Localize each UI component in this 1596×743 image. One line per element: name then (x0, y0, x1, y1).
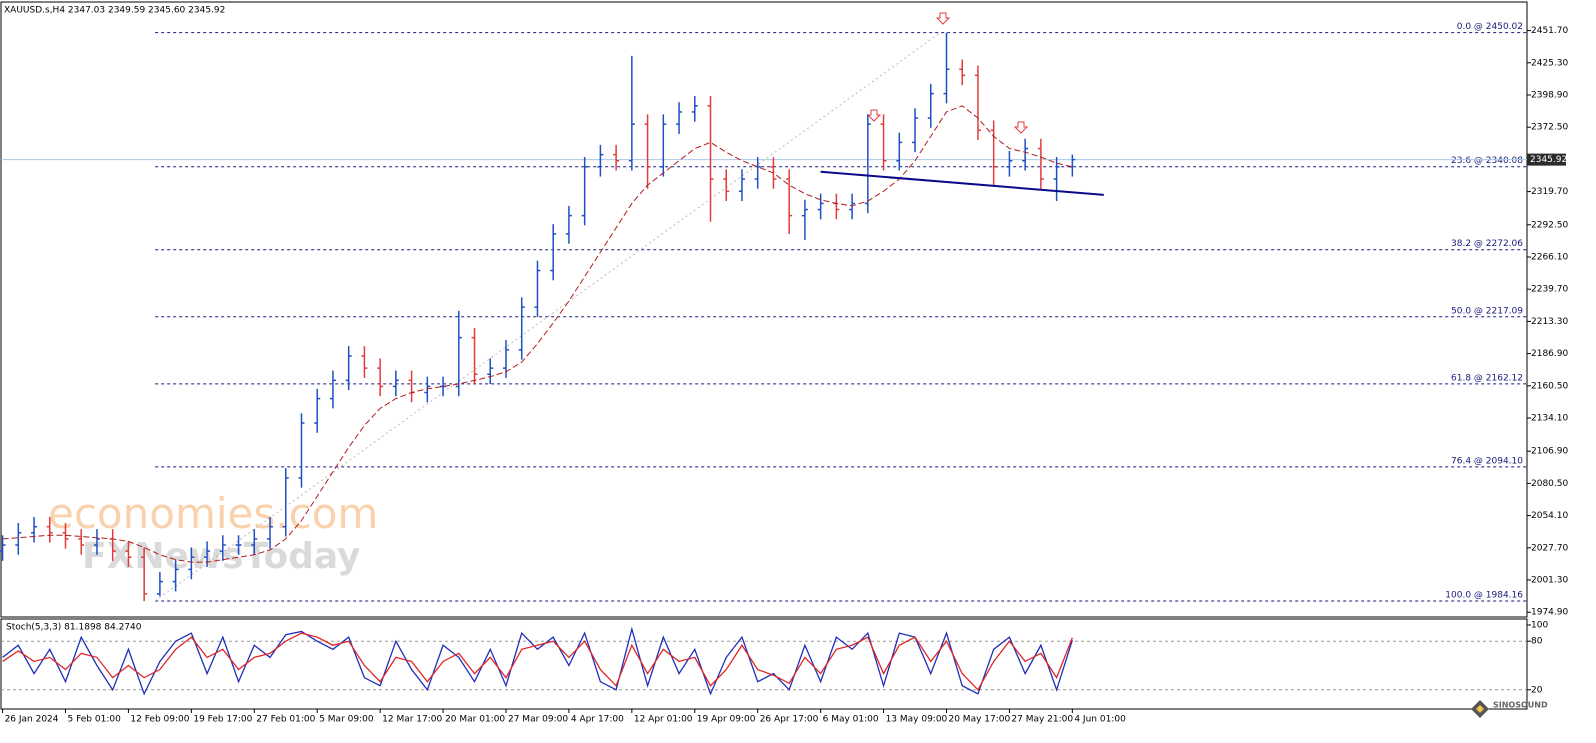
x-tick-label: 4 Jun 01:00 (1074, 715, 1126, 725)
stoch-tick-label: 80 (1531, 637, 1543, 647)
y-tick-label: 2001.30 (1531, 576, 1568, 586)
x-tick-label: 19 Feb 17:00 (193, 715, 252, 725)
arrow (935, 12, 951, 25)
y-tick-label: 2054.10 (1531, 511, 1568, 521)
price-frame (0, 1, 1528, 618)
x-tick-label: 5 Mar 09:00 (319, 715, 374, 725)
stoch-frame (0, 618, 1528, 710)
x-tick-label: 27 Feb 01:00 (256, 715, 315, 725)
watermark: FXNewsToday (82, 536, 361, 577)
fib-label: 23.6 @ 2340.08 (1451, 156, 1523, 166)
x-tick-label: 20 Mar 01:00 (445, 715, 505, 725)
logo: SINOSOUND (1471, 700, 1548, 718)
x-tick-label: 27 Mar 09:00 (508, 715, 568, 725)
x-tick-label: 12 Mar 17:00 (382, 715, 442, 725)
y-tick-label: 2319.70 (1531, 187, 1568, 197)
arrow (866, 109, 882, 122)
moving-average (2, 105, 1073, 563)
x-tick-label: 13 May 09:00 (886, 715, 948, 725)
logo-text: SINOSOUND (1493, 701, 1548, 710)
y-tick-label: 2080.50 (1531, 479, 1568, 489)
x-tick-label: 19 Apr 09:00 (697, 715, 756, 725)
y-tick-label: 2451.70 (1531, 26, 1568, 36)
x-tick-label: 4 Apr 17:00 (571, 715, 624, 725)
y-tick-label: 2239.70 (1531, 285, 1568, 295)
trend-line (820, 170, 1104, 196)
y-tick-label: 2186.90 (1531, 349, 1568, 359)
stoch-tick-label: 20 (1531, 685, 1543, 695)
stoch-tick-label: 100 (1531, 621, 1548, 631)
logo-icon (1476, 705, 1484, 713)
y-tick-label: 2266.10 (1531, 252, 1568, 262)
y-tick-label: 2372.50 (1531, 123, 1568, 133)
fib-label: 61.8 @ 2162.12 (1451, 373, 1523, 383)
fib-label: 50.0 @ 2217.09 (1451, 306, 1523, 316)
fib-label: 100.0 @ 1984.16 (1445, 590, 1523, 600)
stoch-line (2, 626, 1073, 696)
x-tick-label: 12 Apr 01:00 (634, 715, 693, 725)
y-tick-label: 2398.90 (1531, 90, 1568, 100)
fib-label: 76.4 @ 2094.10 (1451, 456, 1523, 466)
y-tick-label: 1974.90 (1531, 608, 1568, 618)
fib-label: 38.2 @ 2272.06 (1451, 239, 1523, 249)
y-tick-label: 2425.30 (1531, 58, 1568, 68)
x-tick-label: 26 Jan 2024 (5, 715, 59, 725)
y-tick-label: 2106.90 (1531, 447, 1568, 457)
y-tick-label: 2027.70 (1531, 543, 1568, 553)
x-tick-label: 27 May 21:00 (1011, 715, 1073, 725)
x-tick-label: 12 Feb 09:00 (130, 715, 189, 725)
peak-arrows (866, 12, 1029, 134)
current-price-label: 2345.92 (1530, 155, 1567, 165)
x-tick-label: 20 May 17:00 (948, 715, 1010, 725)
current-price-box (1527, 153, 1566, 166)
fib-label: 0.0 @ 2450.02 (1457, 22, 1523, 32)
y-tick-label: 2160.50 (1531, 381, 1568, 391)
arrow (1013, 121, 1029, 134)
chart-header: XAUUSD.s,H4 2347.03 2349.59 2345.60 2345… (4, 6, 225, 16)
y-tick-label: 2292.50 (1531, 220, 1568, 230)
x-tick-label: 6 May 01:00 (823, 715, 879, 725)
stoch-title: Stoch(5,3,3) 81.1898 84.2740 (6, 623, 142, 633)
x-tick-label: 5 Feb 01:00 (68, 715, 122, 725)
y-tick-label: 2134.10 (1531, 414, 1568, 424)
y-tick-label: 2213.30 (1531, 317, 1568, 327)
stoch-line (2, 632, 1073, 691)
watermark: economies.com (48, 489, 378, 538)
x-tick-label: 26 Apr 17:00 (760, 715, 819, 725)
